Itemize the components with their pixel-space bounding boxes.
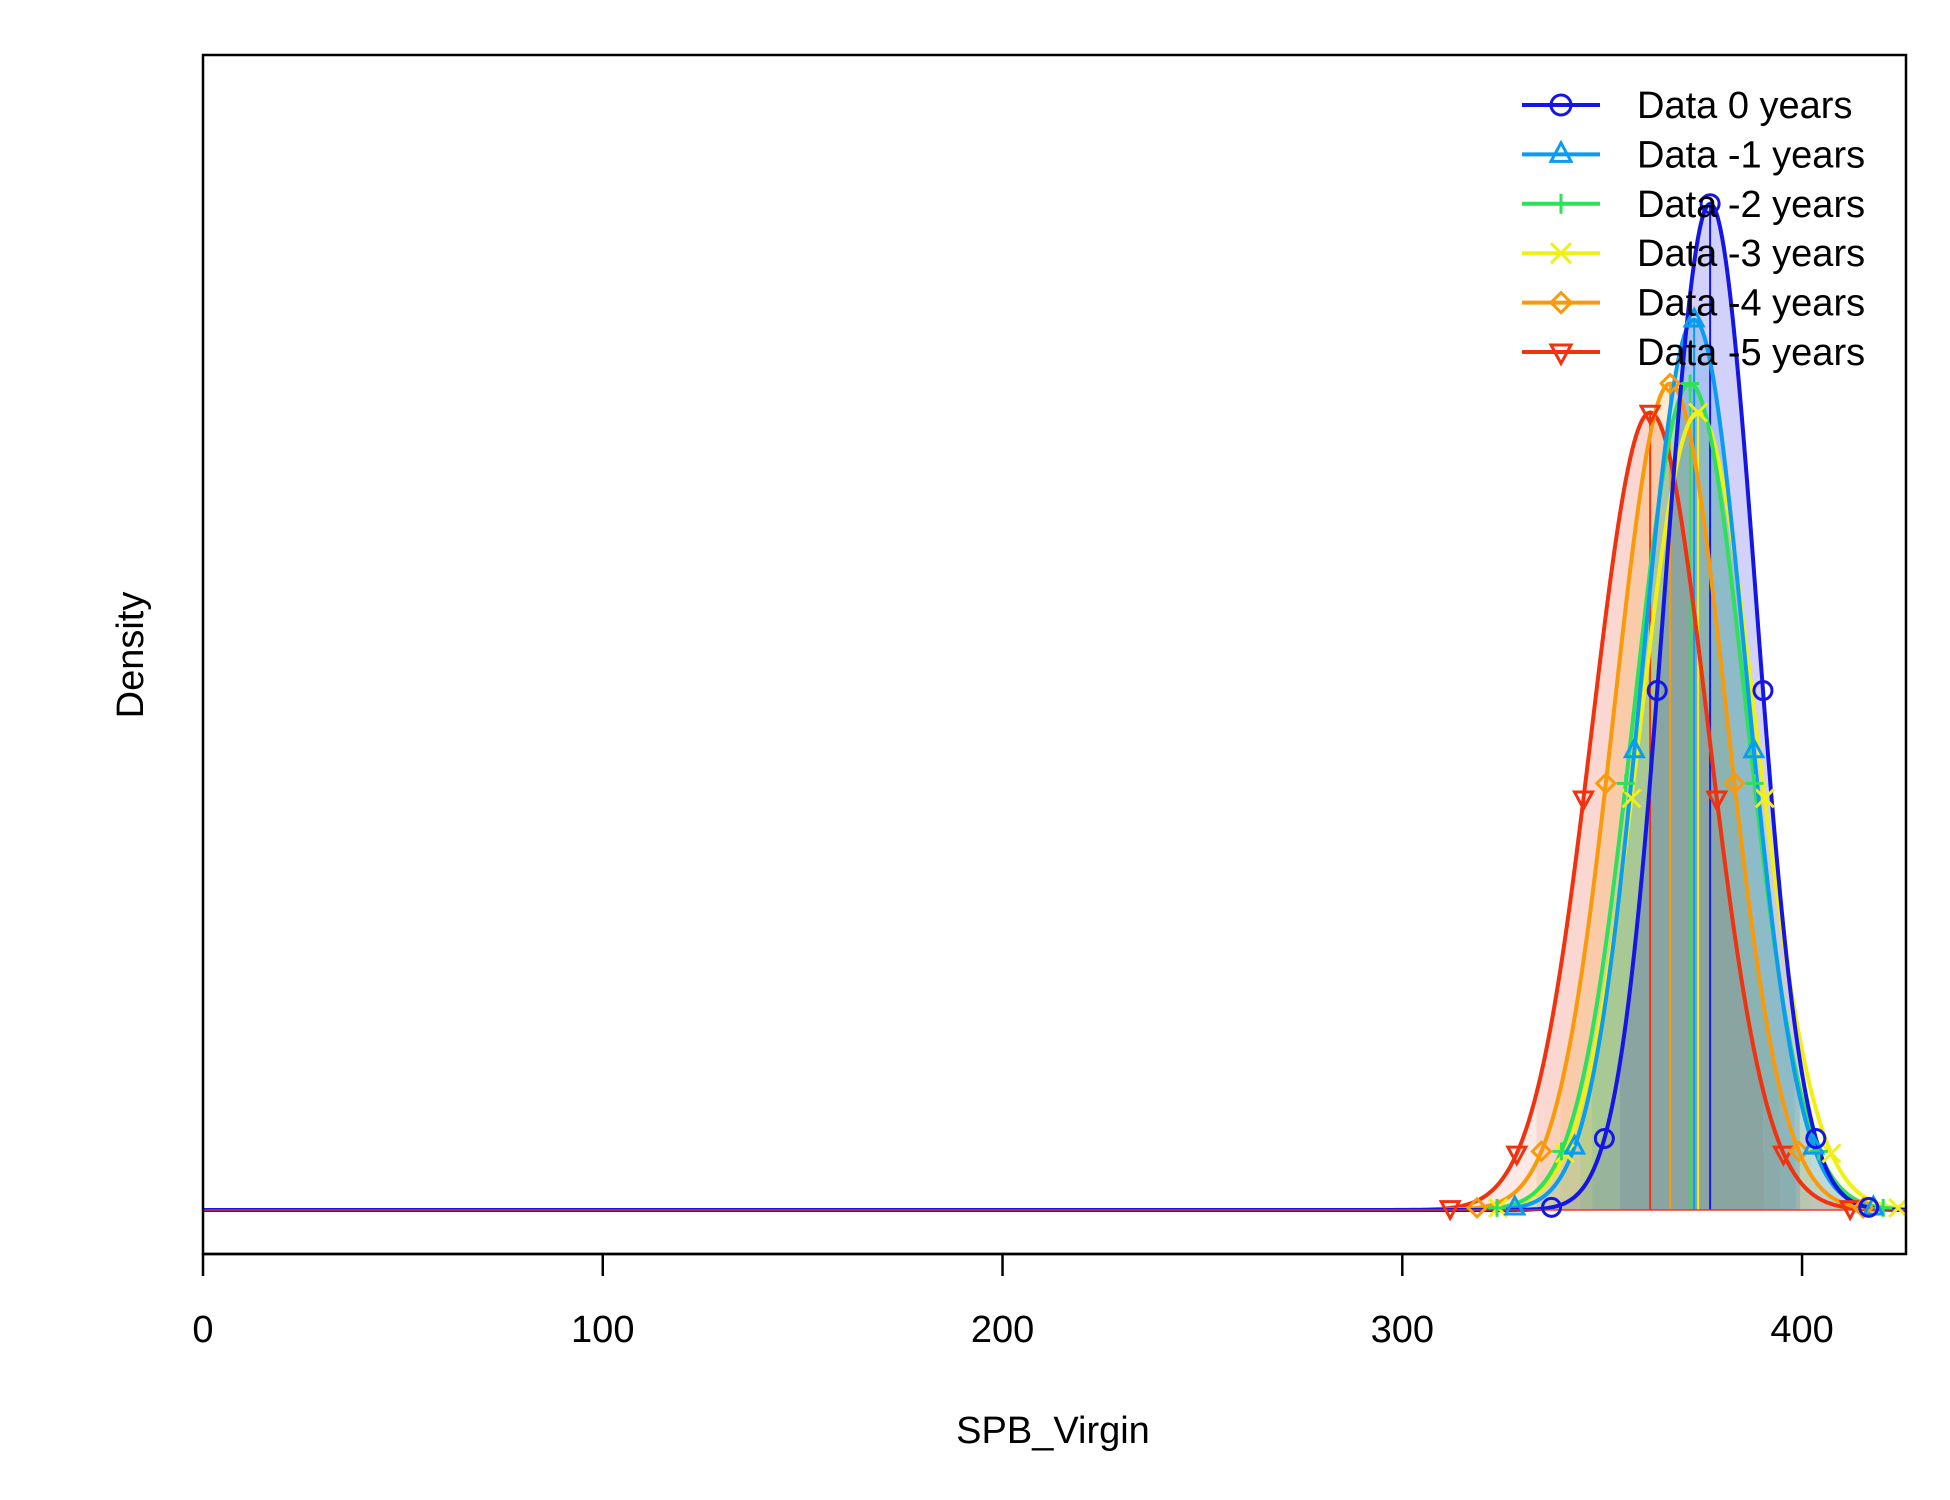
series-5-area bbox=[203, 412, 1906, 1210]
legend-item: Data 0 years bbox=[1522, 85, 1852, 127]
series-0-marker bbox=[1752, 680, 1774, 702]
legend-label: Data -2 years bbox=[1637, 184, 1865, 226]
series-3-marker bbox=[1821, 1143, 1842, 1164]
series-3-marker bbox=[1888, 1197, 1906, 1218]
series-5-marker bbox=[1771, 1145, 1795, 1167]
legend-marker bbox=[1548, 139, 1574, 163]
legend-marker bbox=[1548, 290, 1574, 315]
series-0-marker bbox=[1593, 1128, 1615, 1150]
series-3-area bbox=[203, 412, 1906, 1210]
series-3-marker bbox=[1688, 402, 1709, 423]
legend-item: Data -1 years bbox=[1522, 134, 1865, 176]
series-0-area bbox=[203, 203, 1906, 1210]
x-axis: 0 100 200 300 400 bbox=[192, 1252, 1834, 1351]
legend-item: Data -4 years bbox=[1522, 283, 1865, 325]
x-tick-label: 200 bbox=[971, 1309, 1034, 1351]
legend-label: Data -4 years bbox=[1637, 283, 1865, 325]
legend-item: Data -3 years bbox=[1522, 233, 1865, 275]
series-4-marker bbox=[1594, 772, 1617, 795]
series-4-marker bbox=[1465, 1196, 1489, 1219]
series-1-marker bbox=[1742, 736, 1766, 759]
series-0-marker bbox=[1646, 680, 1668, 702]
series-2-marker bbox=[1616, 774, 1635, 793]
series-1-marker bbox=[1622, 736, 1646, 759]
series-1-marker bbox=[1503, 1194, 1527, 1216]
density-curves bbox=[203, 201, 1906, 1212]
series-4-marker bbox=[1787, 1140, 1810, 1163]
legend-label: Data 0 years bbox=[1637, 85, 1852, 127]
series-1-area bbox=[203, 319, 1906, 1210]
series-4-area bbox=[203, 383, 1906, 1210]
legend-label: Data -3 years bbox=[1637, 233, 1865, 275]
legend-marker bbox=[1551, 193, 1571, 214]
x-tick-label: 300 bbox=[1371, 1309, 1434, 1351]
series-5-marker bbox=[1571, 790, 1596, 812]
series-4-marker bbox=[1723, 772, 1746, 795]
series-2-area bbox=[203, 383, 1906, 1210]
legend-item: Data -2 years bbox=[1522, 184, 1865, 226]
x-tick-label: 0 bbox=[192, 1309, 213, 1351]
series-0-marker bbox=[1805, 1128, 1827, 1150]
legend-marker bbox=[1549, 93, 1573, 117]
legend-marker bbox=[1548, 343, 1574, 367]
x-axis-label: SPB_Virgin bbox=[956, 1410, 1150, 1452]
series-2-marker bbox=[1745, 774, 1764, 793]
series-4-marker bbox=[1530, 1140, 1553, 1163]
series-0-marker bbox=[1541, 1196, 1563, 1218]
legend-marker bbox=[1549, 242, 1573, 265]
series-3-marker bbox=[1754, 788, 1775, 809]
series-0-marker bbox=[1699, 193, 1721, 215]
series-2-marker bbox=[1681, 374, 1700, 393]
legend-label: Data -5 years bbox=[1637, 332, 1865, 374]
series-5-marker bbox=[1705, 790, 1729, 812]
series-5-marker bbox=[1438, 1200, 1462, 1222]
x-tick-label: 100 bbox=[571, 1309, 634, 1351]
legend: Data 0 years Data -1 years Data -2 years Da… bbox=[1522, 85, 1865, 374]
y-axis-label: Density bbox=[110, 592, 152, 719]
legend-item: Data -5 years bbox=[1522, 332, 1865, 374]
series-1-marker bbox=[1563, 1133, 1587, 1155]
x-tick-label: 400 bbox=[1770, 1309, 1833, 1351]
legend-label: Data -1 years bbox=[1637, 134, 1865, 176]
curve-markers bbox=[1438, 193, 1906, 1222]
series-5-marker bbox=[1505, 1145, 1529, 1167]
series-2-marker bbox=[1488, 1198, 1507, 1217]
series-5-marker bbox=[1638, 404, 1662, 427]
series-1-marker bbox=[1682, 306, 1706, 328]
series-4-marker bbox=[1659, 372, 1682, 395]
series-0-marker bbox=[1858, 1196, 1880, 1218]
